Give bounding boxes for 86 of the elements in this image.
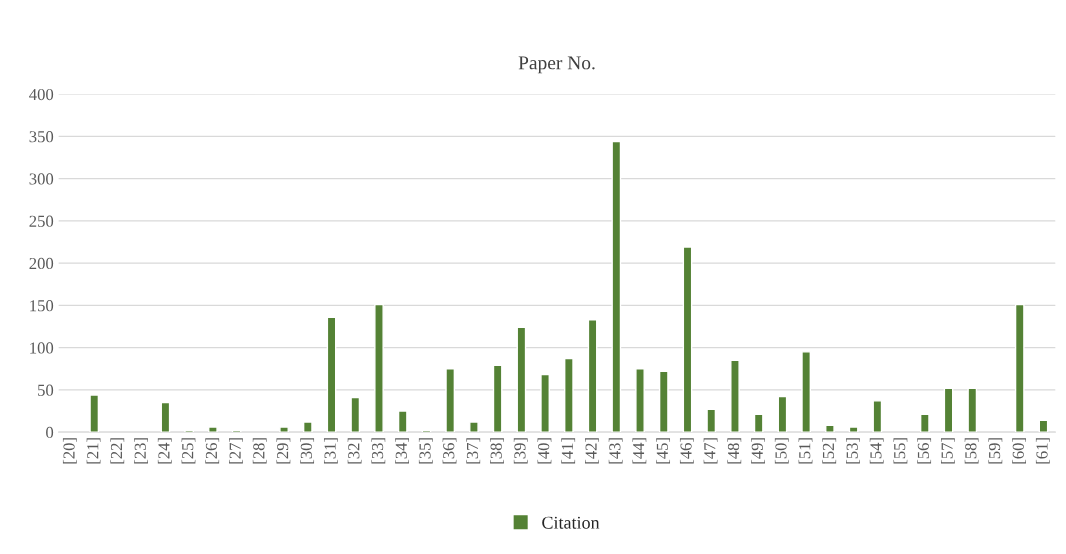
- chart-title: Paper No.: [518, 56, 595, 74]
- bar: [872, 400, 883, 433]
- x-tick-label: [38]: [490, 438, 504, 464]
- x-tick-label: [40]: [537, 438, 552, 464]
- x-tick-label: [36]: [442, 438, 457, 464]
- y-tick-label: 200: [29, 257, 54, 270]
- x-tick-label: [56]: [917, 438, 932, 464]
- x-tick-label: [49]: [751, 438, 765, 464]
- bar: [564, 357, 574, 433]
- x-tick-label: [25]: [181, 438, 196, 464]
- x-tick-label: [30]: [300, 438, 315, 464]
- x-tick-label: [54]: [869, 438, 884, 464]
- x-tick-label: [27]: [229, 438, 243, 464]
- x-tick-label: [33]: [371, 438, 386, 464]
- y-tick-label: 350: [29, 131, 54, 143]
- bar: [540, 373, 550, 433]
- x-tick-label: [26]: [205, 438, 220, 464]
- x-tick-label: [24]: [157, 438, 172, 464]
- x-tick-label: [58]: [964, 438, 979, 464]
- x-tick-label: [42]: [585, 438, 599, 464]
- x-tick-label: [46]: [679, 438, 694, 464]
- x-tick-label: [34]: [395, 438, 409, 464]
- x-tick-label: [53]: [846, 438, 860, 464]
- x-tick-label: [37]: [466, 438, 481, 464]
- x-tick-label: [59]: [988, 438, 1003, 464]
- bar: [635, 368, 645, 433]
- bar: [658, 370, 669, 433]
- x-tick-label: [31]: [323, 438, 338, 464]
- x-tick-label: [43]: [608, 438, 623, 464]
- bar: [801, 351, 812, 433]
- x-tick-label: [28]: [252, 438, 267, 464]
- bar: [967, 387, 978, 433]
- bar: [943, 387, 954, 433]
- x-tick-label: [41]: [561, 438, 576, 464]
- bar: [208, 426, 218, 433]
- bar: [469, 421, 479, 433]
- bar: [919, 413, 930, 433]
- x-tick-label: [45]: [656, 438, 671, 464]
- y-tick-label: 150: [30, 300, 54, 312]
- x-tick-label: [21]: [86, 438, 101, 464]
- x-tick-label: [48]: [727, 438, 742, 464]
- bar: [516, 326, 527, 433]
- x-tick-label: [22]: [110, 438, 125, 464]
- bar: [302, 421, 313, 433]
- x-tick-label: [57]: [940, 438, 955, 464]
- bar: [374, 303, 384, 433]
- y-tick-label: 100: [30, 342, 54, 354]
- y-tick-label: 250: [29, 215, 54, 227]
- bar: [682, 246, 693, 433]
- bar: [848, 426, 859, 433]
- y-tick-label: 300: [29, 173, 54, 185]
- x-tick-label: [51]: [798, 438, 813, 464]
- bar: [160, 401, 171, 433]
- bar: [1014, 303, 1025, 433]
- x-tick-label: [35]: [418, 438, 433, 464]
- x-tick-label: [47]: [703, 438, 718, 464]
- bar: [730, 359, 740, 433]
- x-tick-label: [20]: [62, 438, 77, 464]
- bar: [587, 319, 598, 433]
- bar: [279, 426, 289, 433]
- x-tick-label: [52]: [822, 438, 837, 464]
- x-tick-label: [32]: [347, 438, 362, 464]
- x-tick-label: [29]: [276, 438, 291, 464]
- bar: [350, 396, 361, 433]
- bar: [611, 140, 622, 433]
- bar: [492, 364, 503, 433]
- legend-label: Citation: [542, 516, 600, 529]
- x-tick-label: [55]: [893, 438, 908, 464]
- x-tick-label: [23]: [134, 438, 148, 464]
- x-tick-label: [60]: [1012, 438, 1026, 464]
- bar: [825, 424, 835, 433]
- y-tick-label: 0: [46, 426, 54, 439]
- y-tick-label: 50: [38, 384, 54, 396]
- bar: [89, 394, 100, 433]
- y-tick-label: 400: [29, 88, 54, 101]
- x-tick-label: [44]: [632, 438, 647, 464]
- x-tick-label: [61]: [1035, 438, 1050, 464]
- bar: [326, 316, 337, 433]
- bar: [706, 408, 717, 433]
- bar: [1038, 419, 1049, 433]
- bar: [777, 395, 788, 433]
- bar: [397, 410, 408, 433]
- bar: [753, 413, 764, 433]
- x-tick-label: [50]: [774, 438, 789, 464]
- x-tick-label: [39]: [513, 438, 528, 464]
- bar: [445, 368, 456, 433]
